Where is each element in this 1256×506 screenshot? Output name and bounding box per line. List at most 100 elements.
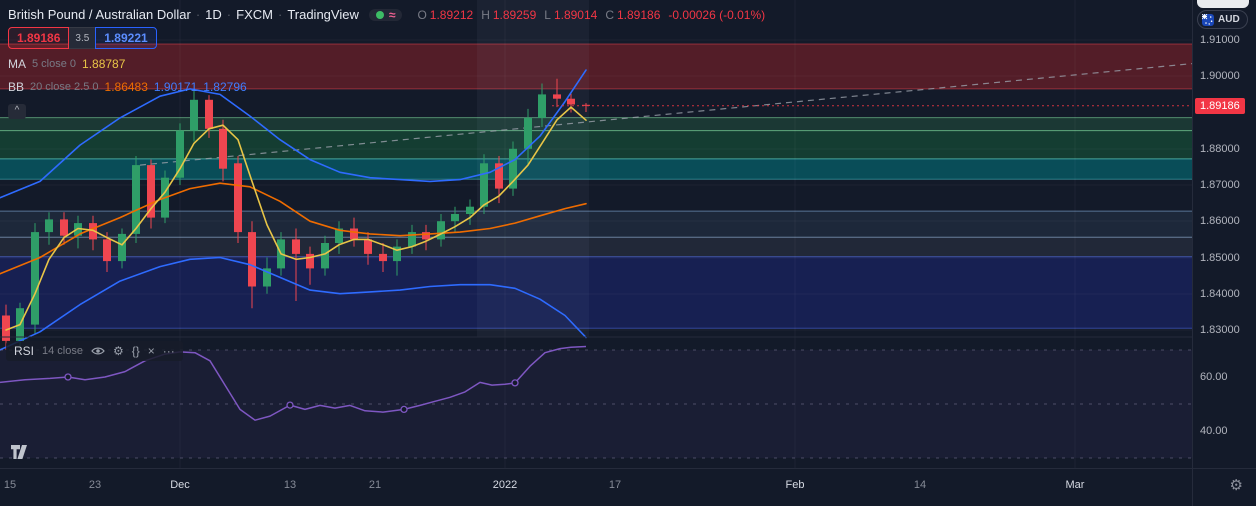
candle	[248, 232, 256, 287]
candle	[132, 165, 140, 234]
status-pill: ≈	[368, 7, 403, 22]
source-code-icon[interactable]: {}	[131, 344, 140, 358]
candle	[89, 223, 97, 240]
change-value: -0.00026 (-0.01%)	[668, 7, 766, 22]
price-zone	[0, 211, 1192, 238]
high-value: 1.89259	[492, 7, 537, 22]
rsi-point-marker[interactable]	[286, 401, 294, 409]
high-label: H	[481, 7, 490, 22]
close-icon[interactable]: ×	[147, 344, 155, 358]
time-axis-label: 17	[608, 479, 622, 491]
rsi-point-marker[interactable]	[400, 405, 408, 414]
candle	[263, 268, 271, 287]
price-axis-label: 1.88000	[1200, 143, 1240, 155]
candle	[176, 130, 184, 178]
indicator-line	[0, 256, 587, 351]
candle	[393, 246, 401, 262]
candle	[567, 98, 575, 105]
candle	[292, 239, 300, 254]
time-axis-label: 21	[368, 479, 382, 491]
ma-indicator-value: 1.88787	[82, 57, 126, 71]
close-value: 1.89186	[617, 7, 661, 22]
quote-currency-label: AUD	[1218, 14, 1240, 25]
rsi-indicator-params: 14 close	[42, 345, 83, 357]
bb-basis-value: 1.86483	[104, 80, 148, 94]
price-zone	[0, 256, 1192, 329]
exchange-name[interactable]: FXCM	[236, 7, 273, 22]
symbol-legend-row: British Pound / Australian Dollar · 1D ·…	[8, 4, 765, 25]
bb-indicator-row[interactable]: BB 20 close 2.5 0 1.86483 1.90171 1.8279…	[8, 80, 247, 94]
collapsed-panel-handle[interactable]	[1197, 0, 1249, 8]
legend-collapse-button[interactable]: ^	[8, 104, 26, 119]
candle	[480, 163, 488, 207]
candle	[335, 228, 343, 243]
time-axis-label: Dec	[170, 479, 190, 491]
price-axis-label: 1.86000	[1200, 215, 1240, 227]
trendline[interactable]	[139, 63, 1192, 166]
candle	[495, 163, 503, 189]
candle	[147, 165, 155, 218]
bb-indicator-params: 20 close 2.5 0	[30, 81, 99, 93]
rsi-indicator-row[interactable]: RSI 14 close ⚙ {} × ···	[6, 341, 183, 361]
chart-svg	[0, 0, 1192, 468]
symbol-name[interactable]: British Pound / Australian Dollar	[8, 7, 191, 22]
bb-upper-value: 1.90171	[153, 80, 198, 94]
interval-button[interactable]: 1D	[205, 7, 222, 22]
candle	[190, 99, 198, 131]
candle	[451, 214, 459, 222]
more-options-icon[interactable]: ···	[162, 344, 175, 358]
market-status-icon[interactable]	[375, 10, 384, 19]
candle	[582, 104, 590, 106]
candle	[509, 148, 517, 189]
chart-canvas[interactable]: British Pound / Australian Dollar · 1D ·…	[0, 0, 1192, 468]
bb-indicator-name: BB	[8, 80, 25, 94]
time-axis[interactable]: 15 23 Dec 13 21 2022 17 Feb 14 Mar	[0, 468, 1192, 506]
tradingview-logo-icon[interactable]	[10, 444, 32, 460]
candle	[408, 232, 416, 247]
rsi-point-marker[interactable]	[64, 373, 72, 381]
candle	[234, 163, 242, 233]
eye-icon[interactable]	[91, 345, 105, 357]
ma-indicator-name: MA	[8, 57, 26, 71]
separator-dot: ·	[195, 7, 201, 22]
time-axis-label: 14	[913, 479, 927, 491]
sell-button[interactable]: 1.89186	[8, 27, 70, 49]
candle	[379, 253, 387, 262]
candle	[422, 232, 430, 240]
rsi-line	[0, 345, 587, 421]
buy-button[interactable]: 1.89221	[95, 27, 157, 49]
rsi-band	[0, 350, 1192, 458]
bb-lower-value: 1.82796	[203, 80, 247, 94]
candle	[31, 232, 39, 325]
price-zone	[0, 117, 1192, 131]
ma-indicator-row[interactable]: MA 5 close 0 1.88787	[8, 57, 125, 71]
data-mode-icon[interactable]: ≈	[388, 7, 396, 22]
low-label: L	[544, 7, 551, 22]
rsi-point-marker[interactable]	[511, 379, 519, 387]
price-zone	[0, 237, 1192, 257]
time-axis-label: Mar	[1065, 479, 1085, 491]
rsi-axis-label: 60.00	[1200, 371, 1228, 383]
brand-link[interactable]: TradingView	[287, 7, 359, 22]
open-value: 1.89212	[429, 7, 474, 22]
quote-currency-badge[interactable]: AUD	[1197, 10, 1248, 29]
low-value: 1.89014	[553, 7, 598, 22]
candle	[45, 219, 53, 233]
candle	[60, 219, 68, 236]
gear-icon[interactable]: ⚙	[113, 344, 124, 358]
indicator-line	[0, 69, 587, 199]
spread-value: 3.5	[69, 27, 96, 49]
price-axis-label: 1.83000	[1200, 324, 1240, 336]
candle	[553, 94, 561, 99]
candle	[350, 228, 358, 240]
rsi-indicator-name: RSI	[14, 344, 35, 358]
price-axis[interactable]: AUD 1.91000 1.90000 1.88000 1.87000 1.86000 1…	[1192, 0, 1256, 468]
price-zone	[0, 44, 1192, 89]
ohlc-readout: O 1.89212 H 1.89259 L 1.89014 C 1.89186 -0.0…	[412, 8, 765, 22]
chart-settings-gear-icon[interactable]: ⚙	[1229, 477, 1243, 494]
time-axis-label: 13	[283, 479, 297, 491]
rsi-axis-label: 40.00	[1200, 425, 1228, 437]
price-zone	[0, 158, 1192, 180]
candle	[466, 206, 474, 214]
